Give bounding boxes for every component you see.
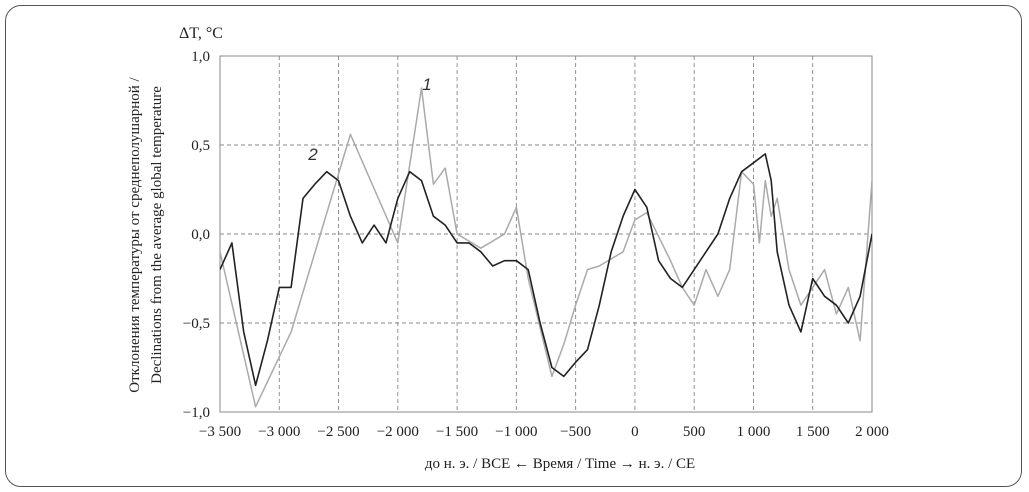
y-tick-label: 0,5 [191,138,210,154]
x-tick-label: −2 500 [317,424,359,440]
x-tick-label: −3 000 [258,424,300,440]
x-tick-label: −1 500 [436,424,478,440]
x-axis-ticks: −3 500 −3 000 −2 500 −2 000 −1 500 −1 000 −500… [199,424,889,440]
series-2-line [220,153,872,387]
y-axis-ticks: 1,0 0,5 0,0 −0,5 −1,0 [183,49,210,421]
y-tick-label: −1,0 [183,405,210,421]
grid-lines [220,56,872,412]
series-2-annotation: 2 [307,145,318,164]
x-tick-label: 2 000 [855,424,889,440]
y-unit-label: ΔT, °C [179,25,223,42]
series-1-line [220,87,872,408]
x-axis-label: до н. э. / BCE ← Время / Time → н. э. / … [425,456,695,472]
y-tick-label: 0,0 [191,227,210,243]
x-tick-label: 0 [631,424,639,440]
y-tick-label: 1,0 [191,49,210,65]
x-tick-label: 1 500 [796,424,830,440]
x-tick-label: 500 [683,424,706,440]
x-tick-label: −2 000 [377,424,419,440]
series-layer [220,87,872,408]
y-axis-label-line-1: Отклонения температуры от среднеполушарн… [127,76,143,392]
series-1-annotation: 1 [422,75,431,94]
x-tick-label: −1 000 [495,424,537,440]
x-tick-label: 1 000 [737,424,771,440]
x-tick-label: −500 [560,424,591,440]
y-axis-label-line-2: Declinations from the average global tem… [149,86,165,384]
chart-frame [5,5,1022,487]
x-tick-label: −3 500 [199,424,241,440]
y-tick-label: −0,5 [183,316,210,332]
